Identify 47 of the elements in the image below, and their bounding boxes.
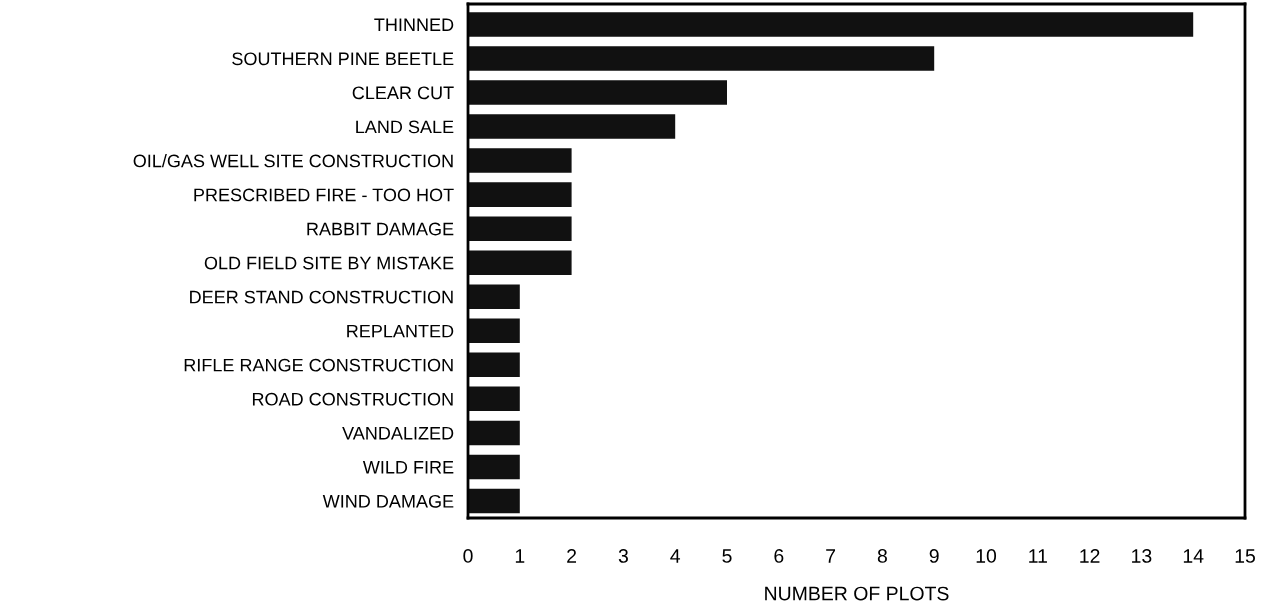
- x-tick-label: 0: [463, 549, 473, 563]
- x-tick-label: 13: [1132, 549, 1152, 563]
- x-tick-label: 6: [774, 549, 784, 563]
- y-tick-label: LAND SALE: [356, 120, 454, 134]
- x-tick-label: 4: [670, 549, 681, 563]
- y-tick-label: RABBIT DAMAGE: [307, 222, 454, 236]
- x-axis-title: NUMBER OF PLOTS: [765, 586, 949, 601]
- y-tick-label: WIND DAMAGE: [322, 494, 454, 508]
- bar: [468, 318, 520, 344]
- y-tick-label: DEER STAND CONSTRUCTION: [190, 290, 453, 304]
- x-tick-label: 9: [929, 549, 939, 563]
- bar: [468, 284, 520, 309]
- y-tick-label: THINNED: [374, 18, 454, 31]
- y-tick-label: WILD FIRE: [362, 461, 454, 474]
- bar: [468, 352, 520, 378]
- y-tick-label: ROAD CONSTRUCTION: [252, 392, 453, 406]
- bar: [468, 148, 572, 173]
- x-tick-label: 10: [976, 549, 997, 563]
- bar: [468, 80, 727, 105]
- y-tick-label: REPLANTED: [347, 324, 454, 338]
- y-tick-label: OLD FIELD SITE BY MISTAKE: [204, 256, 454, 270]
- y-tick-label: VANDALIZED: [342, 427, 454, 440]
- x-tick-label: 7: [826, 549, 836, 563]
- y-tick-label: CLEAR CUT: [352, 86, 454, 100]
- x-tick-label: 8: [877, 549, 887, 563]
- bar: [468, 454, 520, 480]
- bar: [468, 420, 520, 446]
- bar: [468, 12, 1194, 37]
- bar: [468, 488, 520, 514]
- bar: [468, 386, 520, 412]
- bar: [468, 216, 572, 241]
- bar: [468, 182, 572, 207]
- x-tick-label: 2: [567, 549, 577, 563]
- x-tick-label: 11: [1029, 549, 1047, 563]
- y-tick-label: PRESCRIBED FIRE - TOO HOT: [194, 188, 454, 202]
- bar: [468, 46, 935, 71]
- y-tick-label: OIL/GAS WELL SITE CONSTRUCTION: [133, 154, 453, 168]
- x-tick-label: 12: [1080, 549, 1100, 563]
- y-tick-label: RIFLE RANGE CONSTRUCTION: [184, 358, 453, 372]
- bar: [468, 114, 676, 139]
- y-tick-label: SOUTHERN PINE BEETLE: [232, 52, 454, 66]
- x-tick-label: 3: [618, 549, 628, 563]
- bar: [468, 250, 572, 275]
- x-tick-label: 5: [722, 549, 732, 563]
- x-tick-label: 15: [1235, 549, 1255, 563]
- x-tick-label: 1: [515, 549, 525, 563]
- x-tick-label: 14: [1183, 549, 1204, 563]
